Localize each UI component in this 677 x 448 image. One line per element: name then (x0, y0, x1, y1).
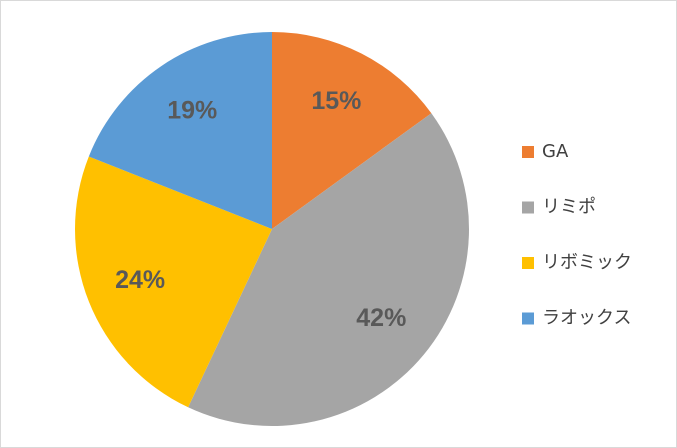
data-label: 19% (167, 96, 217, 124)
legend-swatch (522, 312, 534, 325)
legend-label: リボミック (542, 252, 632, 273)
legend-label: ラオックス (542, 308, 631, 329)
pie-slice (272, 32, 432, 229)
pie-slice (74, 156, 272, 408)
pie-slice (188, 113, 470, 427)
data-label: 42% (356, 304, 406, 332)
data-label: 24% (115, 266, 165, 294)
pie-slice (88, 31, 272, 229)
legend-swatch (522, 201, 534, 214)
legend-swatch (522, 146, 534, 158)
legend-swatch (522, 257, 534, 269)
data-label: 15% (311, 87, 361, 115)
legend-label: GA (542, 141, 569, 162)
legend-label: リミポ (542, 197, 596, 218)
